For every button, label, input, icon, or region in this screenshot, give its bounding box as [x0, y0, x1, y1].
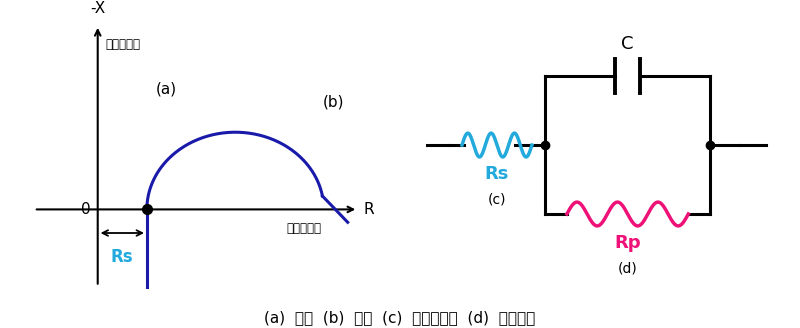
Text: 0: 0 [81, 202, 90, 217]
Text: Rs: Rs [485, 165, 509, 183]
Text: (c): (c) [488, 192, 506, 206]
Text: Rs: Rs [111, 248, 134, 266]
Text: (d): (d) [618, 261, 638, 275]
Text: （实数部）: （实数部） [286, 222, 322, 235]
Text: （虚数部）: （虚数部） [105, 38, 140, 51]
Text: (b): (b) [323, 95, 344, 110]
Text: Rp: Rp [614, 235, 641, 252]
Text: (a): (a) [156, 82, 177, 97]
Text: -X: -X [90, 1, 106, 16]
Text: (a)  高频  (b)  低频  (c)  电解液电阵  (d)  反应电阵: (a) 高频 (b) 低频 (c) 电解液电阵 (d) 反应电阵 [264, 310, 536, 325]
Text: C: C [622, 34, 634, 52]
Text: R: R [363, 202, 374, 217]
